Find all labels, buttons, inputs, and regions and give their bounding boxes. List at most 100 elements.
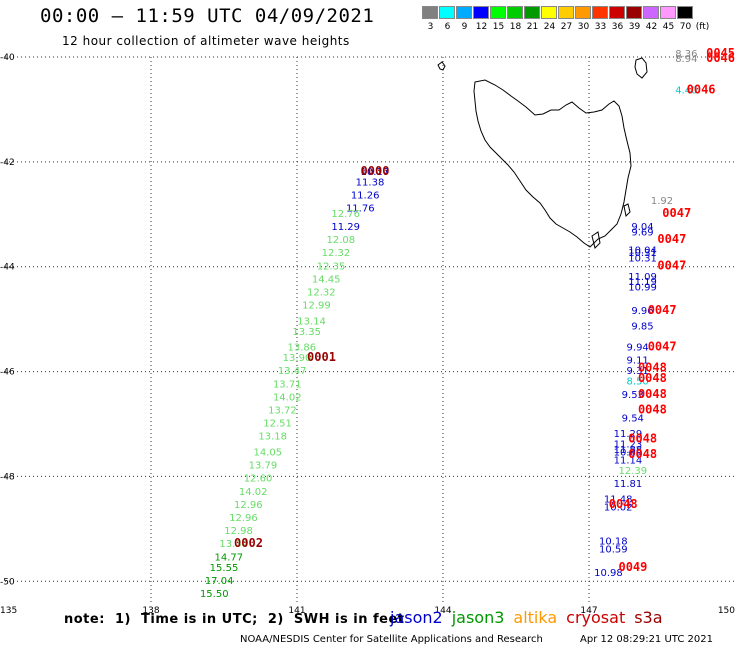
- y-tick-label: -44: [0, 263, 15, 273]
- wave-height-point: 11.38: [356, 177, 385, 188]
- legend-swatch: [422, 6, 438, 19]
- wave-height-point: 12.32: [307, 288, 336, 299]
- wave-height-point: 13.71: [273, 379, 302, 390]
- y-tick-label: -42: [0, 158, 15, 168]
- page-subtitle: 12 hour collection of altimeter wave hei…: [62, 34, 350, 48]
- wave-height-point: 13.86: [288, 343, 317, 354]
- wave-height-point: 9.69: [631, 227, 653, 238]
- bruny-island: [591, 231, 601, 249]
- wave-height-point: 9.94: [627, 343, 649, 354]
- legend-swatch: [660, 6, 676, 19]
- legend-swatch: [507, 6, 523, 19]
- satellite-cryosat: cryosat: [566, 608, 626, 627]
- wave-height-point: 12.35: [317, 261, 346, 272]
- legend-label: 12: [475, 22, 488, 32]
- wave-height-point: 13.35: [292, 327, 321, 338]
- wave-height-point: 9.54: [622, 413, 644, 424]
- wave-height-point: 12.96: [229, 513, 258, 524]
- wave-height-point: 15.50: [200, 589, 229, 600]
- wave-height-point: 9.96: [631, 306, 653, 317]
- wave-height-point: 11.09: [628, 272, 657, 283]
- legend-label: 39: [628, 22, 641, 32]
- wave-height-point: 10.59: [599, 544, 628, 555]
- wave-height-point: 12.76: [331, 209, 360, 220]
- satellite-legend: jason2 jason3 altika cryosat s3a: [390, 608, 672, 627]
- track-time-label: 0048: [638, 361, 667, 375]
- legend-label: 21: [526, 22, 539, 32]
- legend-label: 18: [509, 22, 522, 32]
- page-title: 00:00 – 11:59 UTC 04/09/2021: [40, 5, 375, 27]
- y-tick-label: -48: [0, 472, 15, 482]
- track-time-label: 0048: [609, 497, 638, 511]
- track-time-label: 0045: [706, 46, 735, 60]
- wave-height-point: 11.76: [346, 204, 375, 215]
- wave-height-point: 13.79: [249, 461, 278, 472]
- timestamp-text: Apr 12 08:29:21 UTC 2021: [580, 634, 713, 645]
- wave-height-point: 11.29: [331, 222, 360, 233]
- wave-height-point: 11.23: [614, 440, 643, 451]
- legend-label: 6: [444, 22, 451, 32]
- satellite-jason2: jason2: [390, 608, 443, 627]
- flinders-island: [634, 57, 648, 79]
- legend-label: 36: [611, 22, 624, 32]
- y-tick-label: -40: [0, 53, 15, 63]
- tasmania-outline: [473, 79, 632, 248]
- wave-height-point: 11.14: [614, 455, 643, 466]
- wave-height-point: 9.11: [627, 356, 649, 367]
- wave-height-point: 8.36: [675, 49, 697, 60]
- credit-text: NOAA/NESDIS Center for Satellite Applica…: [240, 634, 543, 645]
- wave-height-point: 12.51: [263, 419, 292, 430]
- legend-label: 45: [662, 22, 675, 32]
- track-time-label: 0000: [361, 164, 390, 178]
- legend-swatch: [439, 6, 455, 19]
- legend-label: 24: [543, 22, 556, 32]
- wave-height-point: 4.40: [675, 86, 697, 97]
- track-time-label: 0047: [657, 258, 686, 272]
- legend-swatch: [609, 6, 625, 19]
- track-time-label: 0046: [687, 83, 716, 97]
- x-tick-label: 135: [0, 606, 17, 616]
- x-tick-label: 150: [718, 606, 735, 616]
- track-time-label: 0048: [638, 403, 667, 417]
- legend-swatch: [643, 6, 659, 19]
- x-tick-label: 141: [288, 606, 305, 616]
- wave-height-point: 11.19: [628, 277, 657, 288]
- wave-height-point: 10.31: [628, 248, 657, 259]
- wave-height-point: 11.29: [614, 429, 643, 440]
- wave-height-point: 14.05: [253, 447, 282, 458]
- wave-height-point: 14.02: [239, 487, 268, 498]
- wave-height-point: 10.98: [594, 568, 623, 579]
- wave-height-point: 11.48: [604, 495, 633, 506]
- track-time-label: 0048: [638, 387, 667, 401]
- track-time-label: 0047: [657, 232, 686, 246]
- wave-height-point: 10.89: [614, 447, 643, 458]
- legend-swatch: [592, 6, 608, 19]
- wave-height-point: 10.31: [628, 253, 657, 264]
- wave-height-point: 13.90: [283, 353, 312, 364]
- legend-label: 15: [492, 22, 505, 32]
- color-legend: [422, 6, 694, 19]
- wave-height-point: 8.94: [675, 54, 697, 65]
- wave-height-point: 11.26: [351, 191, 380, 202]
- y-tick-label: -46: [0, 368, 15, 378]
- wave-height-point: 12.99: [302, 301, 331, 312]
- satellite-altika: altika: [513, 608, 558, 627]
- legend-label: (ft): [695, 22, 710, 32]
- grid-lines: [5, 56, 735, 603]
- track-time-label: 0048: [638, 371, 667, 385]
- axis-ticks: 135 138 141 144 147 150 -40 -42 -44 -46 -48 -50: [0, 53, 735, 616]
- legend-swatch: [677, 6, 693, 19]
- wave-height-point: 10.02: [604, 502, 633, 513]
- wave-height-point: 15.55: [210, 563, 239, 574]
- wave-height-point: 13.47: [278, 366, 307, 377]
- legend-label: 3: [427, 22, 434, 32]
- wave-height-point: 14.77: [215, 552, 244, 563]
- wave-height-point: 13.72: [268, 406, 297, 417]
- legend-swatch: [524, 6, 540, 19]
- wave-height-point: 13.14: [297, 316, 326, 327]
- wave-height-point: 11.81: [614, 479, 643, 490]
- wave-height-point: 9.04: [631, 222, 653, 233]
